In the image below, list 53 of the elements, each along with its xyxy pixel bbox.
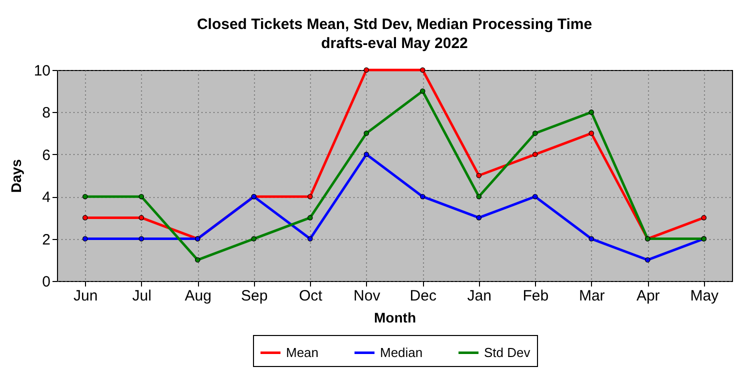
point	[588, 236, 594, 242]
x-tick-label: Sep	[241, 288, 268, 304]
point	[532, 194, 538, 200]
y-tick-label: 8	[42, 104, 50, 122]
chart-title: Closed Tickets Mean, Std Dev, Median Processing Time	[196, 16, 592, 33]
point	[251, 236, 257, 242]
point	[307, 236, 313, 242]
point	[420, 194, 426, 200]
x-axis-title: Month	[374, 310, 416, 326]
legend-label: Median	[380, 344, 423, 360]
legend-label: Std Dev	[484, 344, 531, 360]
point	[138, 194, 144, 200]
y-tick-label: 2	[42, 231, 50, 248]
x-tick-label: Mar	[578, 288, 605, 304]
y-tick-label: 0	[42, 274, 50, 290]
point	[82, 194, 88, 200]
x-tick-label: Nov	[354, 288, 381, 304]
point	[476, 172, 482, 178]
point	[82, 215, 88, 220]
point	[307, 194, 313, 200]
point	[701, 215, 707, 220]
point	[420, 67, 426, 73]
x-tick-label: Feb	[522, 288, 549, 304]
point	[420, 88, 426, 94]
point	[532, 130, 538, 136]
x-tick-label: Jan	[467, 288, 492, 304]
x-tick-label: May	[690, 288, 720, 304]
point	[588, 110, 594, 115]
point	[364, 130, 370, 136]
point	[364, 152, 370, 158]
y-tick-label: 4	[42, 189, 50, 206]
point	[476, 215, 482, 220]
point	[194, 257, 200, 263]
x-tick-label: Apr	[636, 288, 660, 304]
point	[364, 67, 370, 73]
point	[644, 257, 650, 263]
legend-label: Mean	[286, 344, 319, 360]
point	[307, 215, 313, 220]
x-tick-label: Jul	[132, 288, 152, 304]
point	[138, 215, 144, 220]
x-tick-label: Jun	[74, 288, 98, 304]
chart-subtitle: drafts-eval May 2022	[321, 35, 468, 52]
point	[588, 130, 594, 136]
y-axis-title: Days	[8, 159, 24, 193]
x-tick-label: Aug	[184, 288, 212, 304]
point	[476, 194, 482, 200]
point	[532, 152, 538, 158]
x-tick-label: Dec	[410, 288, 437, 304]
x-tick-label: Oct	[298, 288, 324, 304]
point	[82, 236, 88, 242]
y-tick-label: 10	[34, 62, 50, 80]
point	[138, 236, 144, 242]
y-tick-label: 6	[42, 146, 50, 164]
